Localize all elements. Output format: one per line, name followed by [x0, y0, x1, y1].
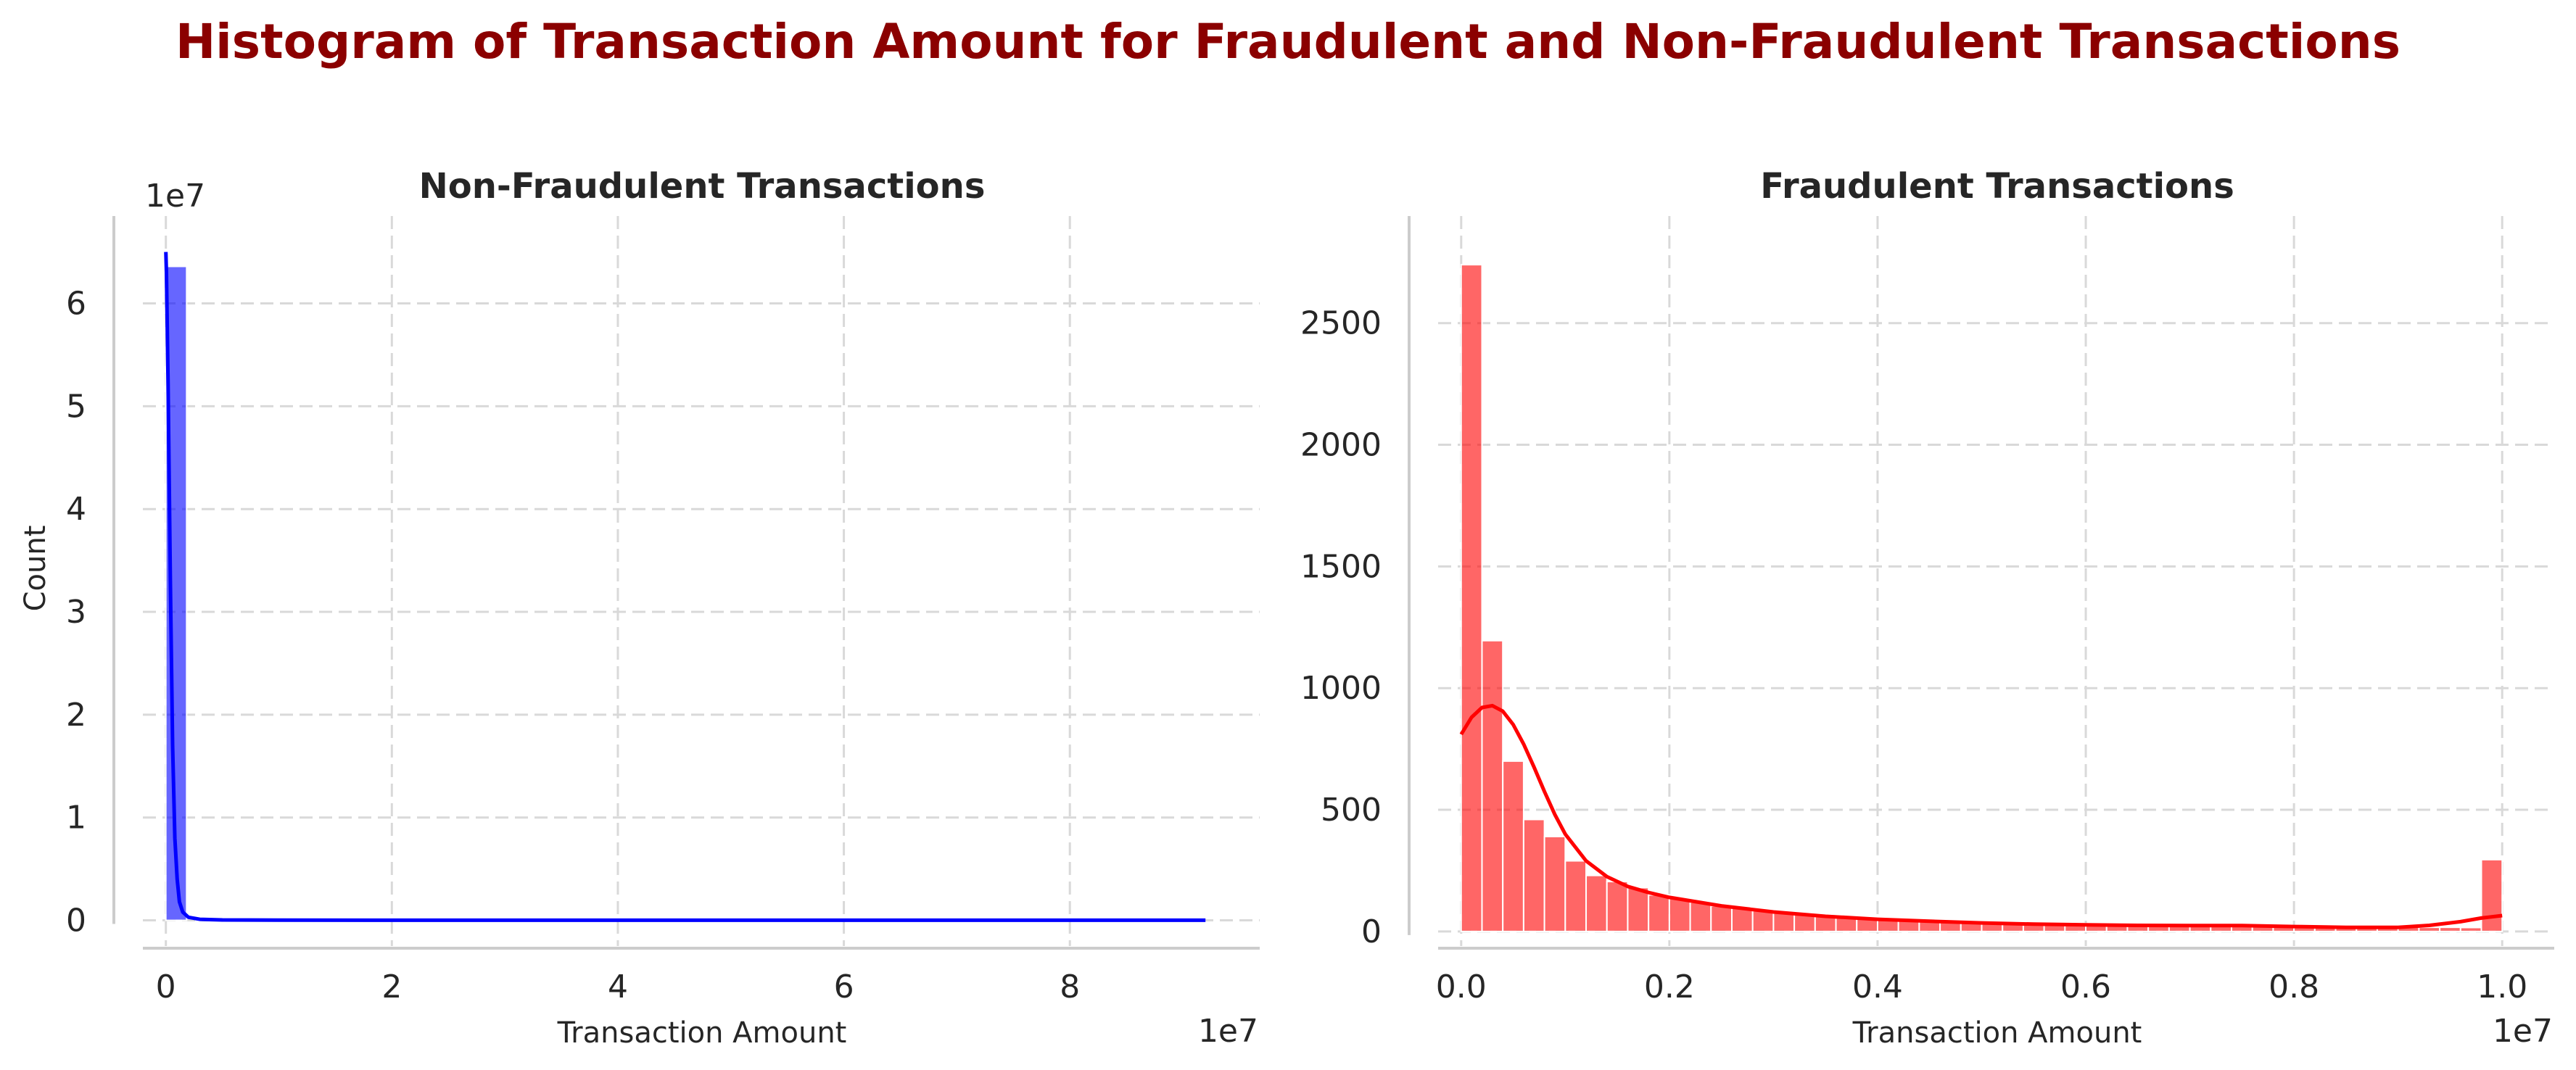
non-fraud-kde-line: [164, 252, 1206, 922]
fraud-histogram-bar: [1502, 760, 1524, 932]
fraud-histogram-bar: [1543, 835, 1566, 932]
fraud-histogram-bar: [1710, 905, 1733, 932]
fraud-y-tick-label: 0: [1361, 913, 1382, 950]
non-fraud-x-tick-label: 4: [608, 969, 628, 1005]
fraud-histogram-bar: [1648, 894, 1670, 932]
fraud-histogram-bar: [2418, 926, 2441, 932]
fraud-grid: [1438, 216, 2554, 946]
non-fraud-panel-title: Non-Fraudulent Transactions: [419, 166, 986, 207]
fraud-histogram-bar: [1606, 881, 1629, 932]
non-fraud-y-tick-label: 6: [66, 286, 86, 323]
non-fraud-y-axis-label: Count: [19, 526, 52, 612]
fraud-histogram-bar: [1564, 860, 1588, 932]
fraud-x-tick-label: 0.6: [2060, 969, 2111, 1005]
fraud-tick-labels: 0.0 0.2 0.4 0.6 0.8 1.0 0 500 1000 1500 2000 2500: [1300, 305, 2527, 1005]
fraud-y-tick-label: 500: [1321, 792, 1382, 829]
fraud-x-tick-label: 0.8: [2269, 969, 2319, 1005]
non-fraud-y-tick-label: 3: [66, 594, 86, 631]
non-fraud-x-tick-label: 8: [1060, 969, 1080, 1005]
non-fraud-y-tick-label: 4: [66, 491, 86, 528]
fraud-histogram-bar: [1689, 901, 1712, 932]
fraud-histogram-bar: [1668, 897, 1691, 932]
non-fraud-grid: [143, 216, 1260, 946]
fraud-histogram-bar: [2480, 858, 2503, 932]
fraud-x-tick-label: 0.0: [1436, 969, 1487, 1005]
non-fraud-x-tick-label: 6: [834, 969, 854, 1005]
fraud-histogram-bar: [2459, 926, 2482, 932]
non-fraud-panel: Non-Fraudulent Transactions Transaction …: [19, 166, 1260, 1050]
non-fraud-y-tick-label: 2: [66, 697, 86, 734]
fraud-y-tick-label: 1500: [1300, 548, 1382, 585]
figure-title: Histogram of Transaction Amount for Frau…: [176, 14, 2400, 70]
non-fraud-tick-labels: 0 2 4 6 8 0 1 2 3 4 5 6: [66, 286, 1080, 1005]
non-fraud-y-tick-label: 0: [66, 903, 86, 940]
fraud-y-tick-label: 2500: [1300, 305, 1382, 342]
non-fraud-y-tick-label: 1: [66, 800, 86, 837]
non-fraud-x-offset-label: 1e7: [1198, 1013, 1258, 1050]
non-fraud-x-tick-label: 2: [381, 969, 402, 1005]
non-fraud-x-tick-label: 0: [156, 969, 176, 1005]
fraud-x-axis-label: Transaction Amount: [1852, 1016, 2142, 1050]
fraud-x-tick-label: 0.4: [1852, 969, 1903, 1005]
fraud-histogram-bar: [1481, 639, 1504, 932]
fraud-histogram-bar: [1730, 907, 1754, 932]
fraud-histogram-bar: [1460, 264, 1483, 932]
fraud-y-tick-label: 1000: [1300, 670, 1382, 707]
fraud-kde-line: [1459, 703, 2503, 929]
fraud-histogram-bar: [1751, 910, 1775, 932]
fraud-histogram-bar: [1585, 874, 1608, 932]
fraud-y-tick-label: 2000: [1300, 427, 1382, 464]
fraud-x-tick-label: 1.0: [2477, 969, 2527, 1005]
non-fraud-y-offset-label: 1e7: [145, 178, 205, 215]
fraud-histogram-bar: [1627, 887, 1650, 932]
fraud-panel: Fraudulent Transactions Transaction Amou…: [1300, 166, 2554, 1050]
fraud-bars: [1460, 264, 2503, 932]
non-fraud-x-axis-label: Transaction Amount: [557, 1016, 847, 1050]
fraud-histogram-bar: [1522, 818, 1545, 932]
fraud-x-offset-label: 1e7: [2493, 1013, 2553, 1050]
fraud-x-tick-label: 0.2: [1644, 969, 1695, 1005]
fraud-panel-title: Fraudulent Transactions: [1760, 166, 2234, 207]
fraud-histogram-bar: [2439, 926, 2461, 932]
non-fraud-y-tick-label: 5: [66, 388, 86, 425]
